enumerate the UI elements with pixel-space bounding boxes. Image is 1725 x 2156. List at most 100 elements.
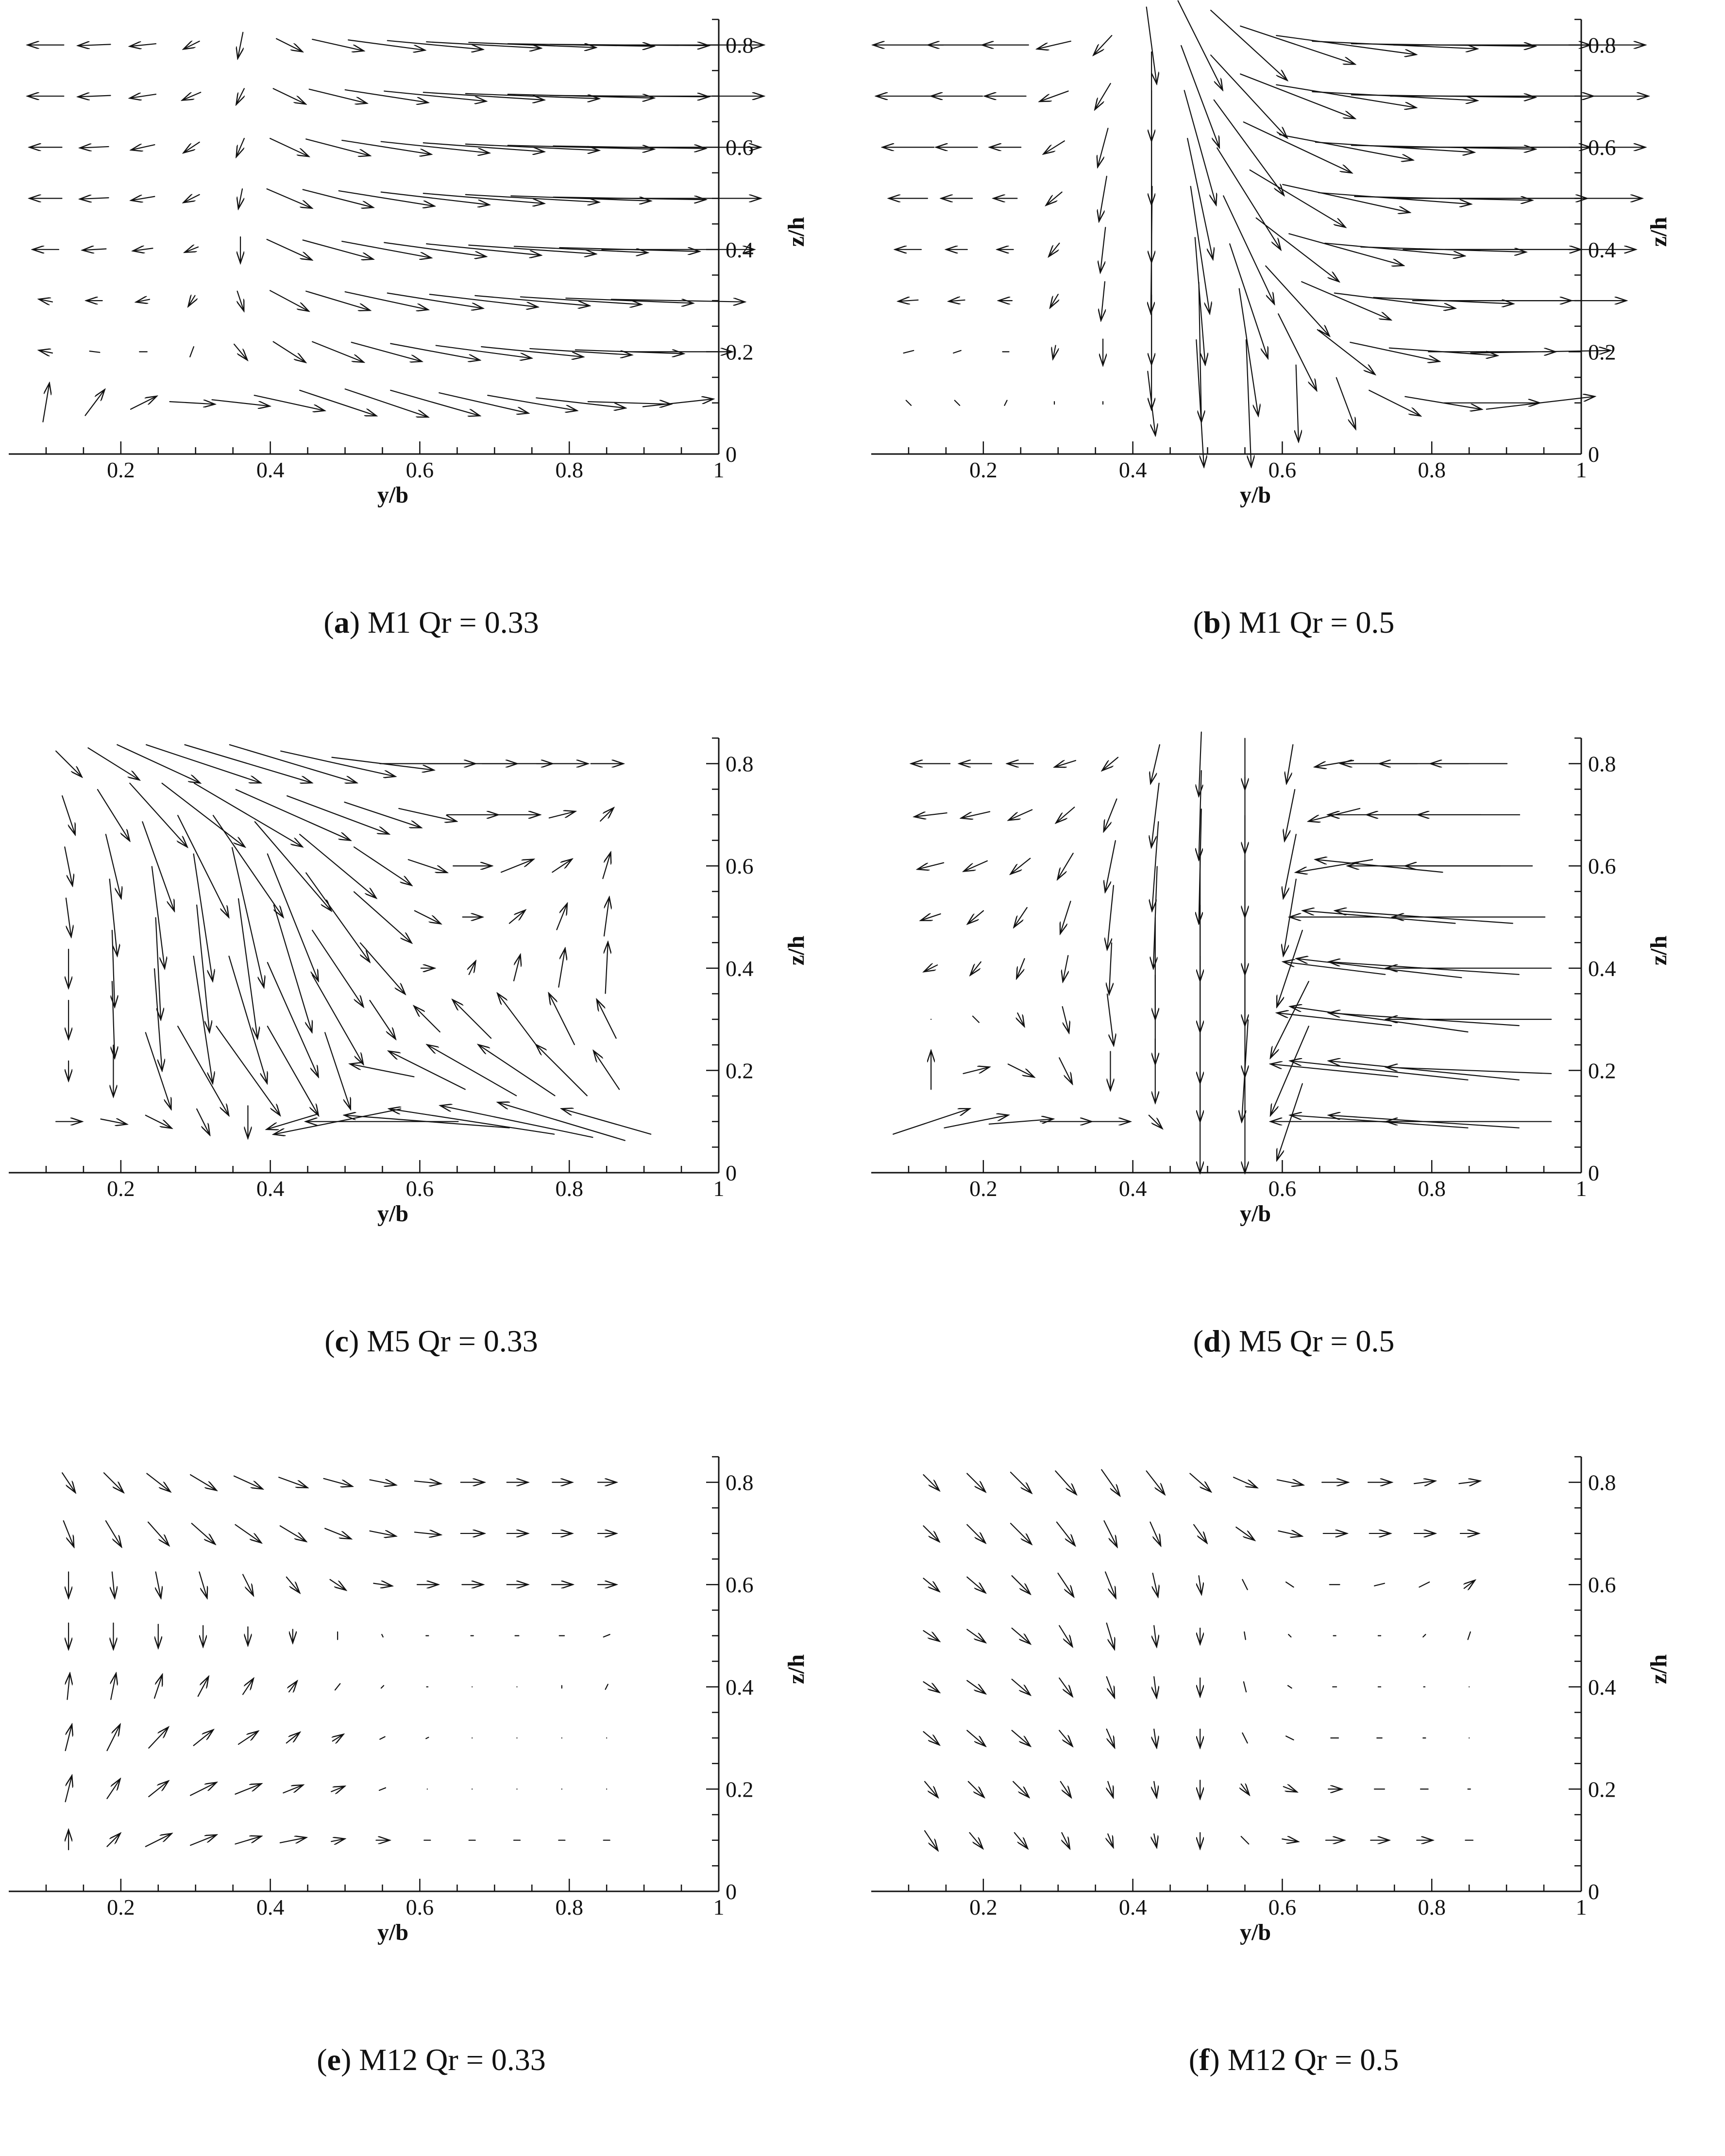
velocity-vector bbox=[549, 994, 575, 1045]
panel-caption: (c) M5 Qr = 0.33 bbox=[324, 1324, 538, 1358]
velocity-vector bbox=[184, 195, 200, 202]
velocity-vector bbox=[312, 341, 363, 362]
vector-plot-e: 0.2 0.4 0.6 0.8 10 0.2 0.4 0.6 0.8 y/b z/h bbox=[9, 1456, 809, 1945]
velocity-vector bbox=[190, 1783, 216, 1796]
velocity-vector bbox=[1277, 929, 1303, 1006]
velocity-vector bbox=[131, 44, 157, 46]
velocity-vector bbox=[605, 1684, 609, 1690]
velocity-vector bbox=[1063, 955, 1068, 981]
velocity-vector bbox=[479, 1045, 556, 1096]
velocity-vector bbox=[267, 962, 318, 1076]
caption-letter: c bbox=[335, 1324, 349, 1358]
velocity-vector bbox=[278, 1477, 306, 1487]
velocity-vector bbox=[286, 1576, 299, 1592]
velocity-vector bbox=[190, 1474, 216, 1490]
velocity-vector bbox=[254, 395, 324, 410]
velocity-vector bbox=[237, 1732, 257, 1745]
velocity-vector bbox=[183, 92, 202, 100]
velocity-vector bbox=[1284, 834, 1297, 897]
velocity-vector bbox=[1100, 227, 1106, 271]
velocity-vector bbox=[1062, 1832, 1069, 1848]
velocity-vector bbox=[465, 194, 598, 202]
velocity-vector bbox=[156, 1571, 161, 1597]
y-tick-label: 0 bbox=[1588, 1879, 1599, 1904]
velocity-vector bbox=[353, 891, 411, 943]
velocity-vector bbox=[923, 1630, 939, 1641]
velocity-vector bbox=[949, 300, 965, 302]
velocity-vector bbox=[1095, 83, 1111, 109]
velocity-vector bbox=[1148, 1114, 1162, 1128]
x-tick-label: 0.4 bbox=[1119, 457, 1147, 482]
velocity-vector bbox=[1190, 185, 1210, 313]
caption-text: M12 Qr = 0.33 bbox=[359, 2042, 546, 2077]
velocity-vector bbox=[373, 1583, 391, 1586]
velocity-vector bbox=[237, 88, 244, 103]
x-tick-label: 0.8 bbox=[1418, 457, 1446, 482]
y-tick-label: 0.4 bbox=[1588, 1675, 1616, 1700]
velocity-vector bbox=[305, 138, 369, 155]
velocity-vector bbox=[272, 341, 305, 362]
velocity-vector bbox=[286, 1733, 299, 1744]
velocity-vector bbox=[229, 744, 356, 783]
velocity-vector bbox=[1038, 40, 1071, 49]
velocity-vector bbox=[216, 1026, 279, 1114]
figure: 0.2 0.4 0.6 0.8 1 0 0.2 0.4 0.6 0.8 y/b z/h (a) M1 Q… bbox=[0, 0, 1725, 2077]
velocity-vector bbox=[1146, 6, 1157, 83]
velocity-vector bbox=[893, 1109, 969, 1135]
x-tick-label: 0.4 bbox=[256, 457, 285, 482]
velocity-vector bbox=[329, 1579, 345, 1590]
velocity-vector bbox=[1404, 396, 1481, 409]
velocity-vector bbox=[481, 346, 582, 357]
velocity-vector bbox=[1369, 389, 1420, 416]
velocity-vector bbox=[1303, 911, 1456, 924]
velocity-vector bbox=[378, 1787, 387, 1791]
velocity-vector bbox=[556, 905, 567, 930]
y-tick-label: 0.6 bbox=[726, 1572, 754, 1597]
velocity-vector bbox=[1187, 137, 1213, 258]
velocity-vector bbox=[513, 956, 520, 981]
panel-b: 0.2 0.4 0.6 0.8 1 0 0.2 0.4 0.6 0.8 y/b z/h (b) M1 Q… bbox=[862, 0, 1725, 719]
velocity-vector bbox=[146, 1473, 169, 1491]
x-axis-title: y/b bbox=[377, 1201, 408, 1227]
velocity-vector bbox=[384, 90, 485, 101]
velocity-vector bbox=[1286, 744, 1294, 783]
velocity-vector bbox=[270, 137, 308, 156]
velocity-vector bbox=[1373, 1583, 1385, 1586]
velocity-vector bbox=[40, 351, 53, 353]
velocity-vector bbox=[105, 1520, 121, 1546]
velocity-vector bbox=[1276, 35, 1415, 54]
velocity-vector bbox=[1285, 1735, 1294, 1741]
velocity-vector bbox=[177, 1026, 228, 1114]
x-axis-title: y/b bbox=[1240, 482, 1271, 508]
x-tick-label: 0.6 bbox=[1268, 1895, 1297, 1920]
velocity-vector bbox=[903, 350, 914, 354]
panel-a: 0.2 0.4 0.6 0.8 1 0 0.2 0.4 0.6 0.8 y/b z/h (a) M1 Q… bbox=[0, 0, 862, 719]
velocity-vector bbox=[1011, 1730, 1030, 1746]
y-tick-label: 0.2 bbox=[1588, 1777, 1616, 1802]
velocity-vector bbox=[1464, 1581, 1474, 1588]
panel-caption: (e) M12 Qr = 0.33 bbox=[317, 2042, 546, 2077]
velocity-vector bbox=[235, 1836, 260, 1845]
velocity-vector bbox=[1278, 1013, 1392, 1027]
velocity-vector bbox=[379, 1736, 386, 1740]
velocity-vector bbox=[103, 1472, 123, 1492]
velocity-vector bbox=[414, 1481, 440, 1483]
velocity-vector bbox=[1288, 233, 1403, 265]
velocity-vector bbox=[305, 872, 369, 961]
y-tick-label: 0.2 bbox=[726, 1058, 754, 1083]
velocity-vector bbox=[642, 399, 712, 407]
caption-text: M1 Qr = 0.33 bbox=[368, 605, 539, 640]
velocity-vector bbox=[923, 1525, 939, 1541]
velocity-vector bbox=[81, 198, 109, 199]
x-tick-label: 0.2 bbox=[107, 1895, 135, 1920]
velocity-vector bbox=[414, 1532, 440, 1534]
x-axis-title: y/b bbox=[377, 482, 408, 508]
velocity-vector bbox=[359, 942, 405, 994]
velocity-vector bbox=[68, 1674, 70, 1700]
panel-caption: (b) M1 Qr = 0.5 bbox=[1193, 605, 1395, 640]
velocity-vector bbox=[193, 782, 302, 846]
velocity-vector bbox=[465, 93, 598, 99]
velocity-vector bbox=[1282, 184, 1409, 212]
y-tick-label: 0 bbox=[726, 442, 737, 467]
velocity-vector bbox=[954, 400, 961, 406]
